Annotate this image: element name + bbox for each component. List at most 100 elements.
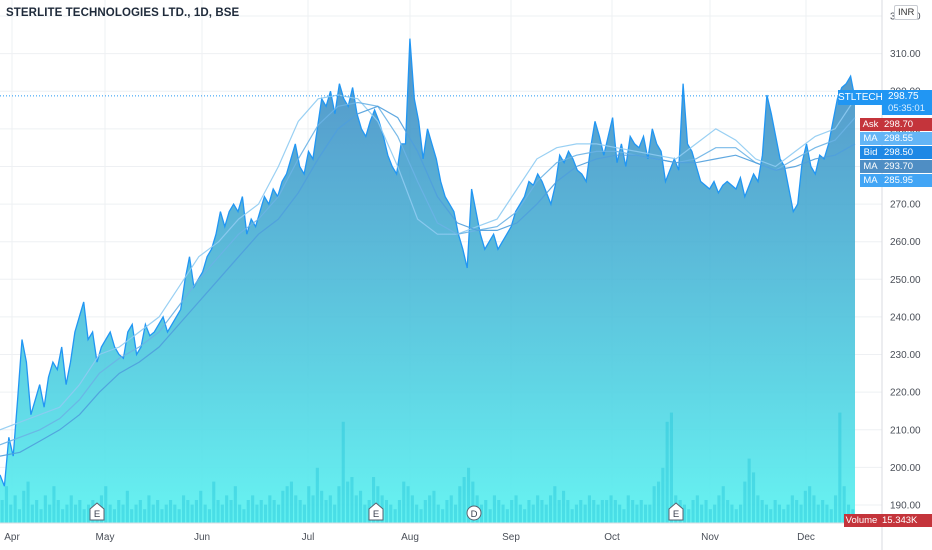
volume-bar [255, 504, 259, 523]
price-area-fill [0, 38, 855, 523]
volume-bar [307, 486, 311, 523]
volume-bar [324, 500, 328, 523]
volume-bar [337, 486, 341, 523]
volume-bar [574, 504, 578, 523]
volume-bar [259, 500, 263, 523]
last-price-label: 298.75 05:35:01 [882, 90, 932, 115]
volume-bar [549, 495, 553, 523]
volume-bar [773, 500, 777, 523]
price-label-value: 293.70 [881, 160, 932, 173]
volume-bar [609, 495, 613, 523]
volume-bar [56, 500, 60, 523]
volume-bar [186, 500, 190, 523]
volume-bar [277, 504, 281, 523]
volume-bar [108, 504, 112, 523]
volume-bar [354, 495, 358, 523]
volume-bar [281, 490, 285, 523]
volume-bar [570, 509, 574, 523]
volume-bar [350, 477, 354, 523]
volume-bar [799, 504, 803, 523]
volume-bar [13, 495, 17, 523]
volume-bar [691, 500, 695, 523]
volume-bar [682, 504, 686, 523]
volume-bar [639, 500, 643, 523]
volume-bar [492, 495, 496, 523]
volume-bar [829, 509, 833, 523]
price-label-key: MA [860, 132, 881, 145]
volume-bar [613, 500, 617, 523]
x-tick-label: Jun [194, 532, 210, 543]
volume-bar [242, 509, 246, 523]
volume-bar [488, 509, 492, 523]
volume-bar [203, 504, 207, 523]
volume-label-key: Volume [844, 514, 879, 527]
volume-bar [596, 504, 600, 523]
volume-bar [847, 504, 851, 523]
x-tick-label: Sep [502, 532, 520, 543]
chart-title: STERLITE TECHNOLOGIES LTD., 1D, BSE [6, 7, 240, 19]
price-line [0, 38, 856, 487]
volume-bar [803, 490, 807, 523]
moving-averages [0, 94, 856, 457]
volume-bar [415, 504, 419, 523]
volume-bar [0, 500, 4, 523]
volume-bar [644, 504, 648, 523]
volume-bar [566, 500, 570, 523]
volume-bar [842, 486, 846, 523]
volume-bar [65, 504, 69, 523]
volume-bar [272, 500, 276, 523]
volume-bar [505, 509, 509, 523]
volume-bar [687, 509, 691, 523]
volume-bar [717, 495, 721, 523]
volume-bar [661, 467, 665, 523]
volume-bar [402, 481, 406, 523]
volume-bar [540, 500, 544, 523]
volume-bar [346, 481, 350, 523]
volume-bar [665, 421, 669, 523]
x-tick-label: Aug [401, 532, 419, 543]
volume-bar [389, 504, 393, 523]
volume-bar [734, 509, 738, 523]
time-axis: Apr May Jun Jul Aug Sep Oct Nov Dec [4, 532, 815, 543]
volume-bar [713, 504, 717, 523]
volume-bar [838, 412, 842, 523]
volume-label: Volume 15.343K [844, 514, 932, 527]
volume-bar [557, 500, 561, 523]
y-tick-label: 220.00 [890, 388, 921, 399]
volume-bar [359, 490, 363, 523]
volume-bar [17, 509, 21, 523]
price-label-ask: Ask 298.70 [860, 118, 932, 131]
volume-bar [626, 495, 630, 523]
volume-bar [708, 509, 712, 523]
volume-bar [769, 509, 773, 523]
currency-badge[interactable]: INR [894, 5, 919, 20]
volume-bar [523, 509, 527, 523]
volume-bar [268, 495, 272, 523]
volume-bar [527, 500, 531, 523]
volume-bar [26, 481, 30, 523]
volume-bar [194, 500, 198, 523]
x-tick-label: Nov [701, 532, 719, 543]
volume-bar [484, 500, 488, 523]
volume-bar [117, 500, 121, 523]
bar-countdown: 05:35:01 [888, 103, 925, 114]
volume-bar [648, 504, 652, 523]
price-label-ma: MA 293.70 [860, 160, 932, 173]
volume-bar [501, 504, 505, 523]
volume-bar [739, 504, 743, 523]
volume-bar [812, 495, 816, 523]
volume-bar [74, 504, 78, 523]
volume-bar [384, 500, 388, 523]
earnings-marker: E [668, 502, 684, 521]
volume-bar [225, 495, 229, 523]
y-tick-label: 210.00 [890, 425, 921, 436]
volume-bar [207, 509, 211, 523]
volume-bar [147, 495, 151, 523]
volume-bar [69, 495, 73, 523]
volume-bar [121, 504, 125, 523]
earnings-marker: E [368, 502, 384, 521]
volume-bar [311, 495, 315, 523]
svg-text:E: E [373, 509, 379, 520]
